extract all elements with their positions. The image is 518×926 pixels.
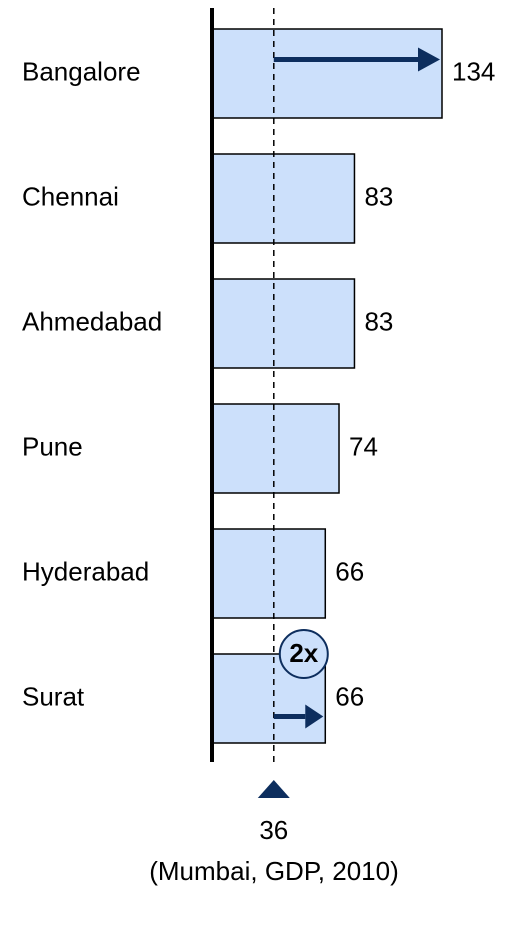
value-label: 66 <box>335 556 364 586</box>
reference-marker <box>257 780 290 798</box>
bar <box>211 28 443 119</box>
value-label: 83 <box>364 181 393 211</box>
category-label: Surat <box>22 681 85 711</box>
annotation-circle <box>278 629 329 679</box>
category-label: Ahmedabad <box>22 306 162 336</box>
bar <box>211 528 327 619</box>
bar <box>211 403 340 494</box>
category-label: Pune <box>22 431 83 461</box>
reference-value: 36 <box>259 815 288 845</box>
category-label: Hyderabad <box>22 556 149 586</box>
growth-arrowhead <box>305 704 324 729</box>
value-label: 134 <box>452 56 495 86</box>
reference-label: (Mumbai, GDP, 2010) <box>149 856 399 886</box>
annotation: 2x <box>289 638 318 668</box>
bar <box>211 278 356 369</box>
category-label: Bangalore <box>22 56 141 86</box>
value-label: 83 <box>364 306 393 336</box>
value-label: 74 <box>349 431 378 461</box>
bar <box>211 153 356 244</box>
value-label: 66 <box>335 681 364 711</box>
growth-arrowhead <box>418 47 440 72</box>
category-label: Chennai <box>22 181 119 211</box>
